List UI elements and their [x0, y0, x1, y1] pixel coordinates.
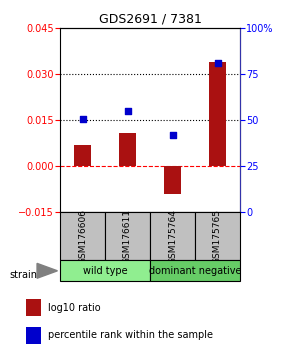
Title: GDS2691 / 7381: GDS2691 / 7381 — [99, 13, 201, 26]
Bar — [150, 260, 240, 281]
Point — [215, 61, 220, 66]
Polygon shape — [37, 263, 58, 278]
Point — [80, 116, 85, 121]
Bar — [119, 133, 136, 166]
Text: GSM176606: GSM176606 — [78, 209, 87, 264]
Bar — [60, 260, 150, 281]
Point — [170, 132, 175, 138]
Text: wild type: wild type — [83, 266, 127, 276]
Bar — [195, 212, 240, 260]
Text: GSM175765: GSM175765 — [213, 209, 222, 264]
Bar — [164, 166, 181, 194]
Bar — [60, 212, 105, 260]
Bar — [74, 145, 91, 166]
Text: log10 ratio: log10 ratio — [48, 303, 101, 313]
Text: GSM175764: GSM175764 — [168, 209, 177, 264]
Text: percentile rank within the sample: percentile rank within the sample — [48, 330, 213, 340]
Bar — [209, 62, 226, 166]
Text: dominant negative: dominant negative — [149, 266, 241, 276]
Bar — [26, 327, 41, 344]
Text: GSM176611: GSM176611 — [123, 209, 132, 264]
Point — [125, 108, 130, 114]
Bar — [26, 299, 41, 316]
Text: strain: strain — [9, 270, 37, 280]
Bar — [105, 212, 150, 260]
Bar — [150, 212, 195, 260]
